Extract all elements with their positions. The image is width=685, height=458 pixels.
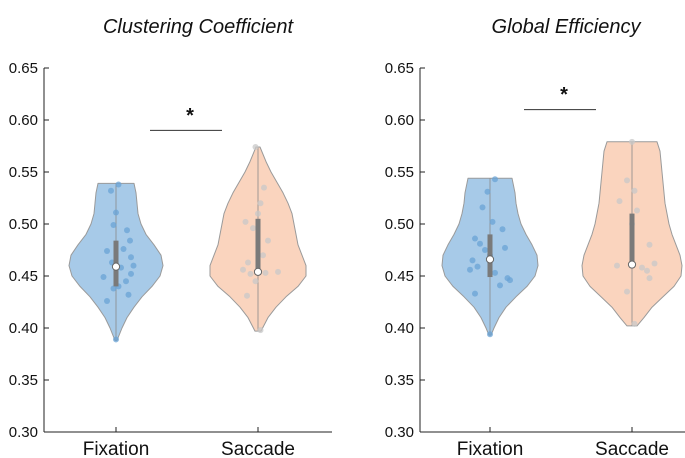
data-point (250, 225, 256, 232)
y-tick-label: 0.65 (385, 60, 414, 77)
data-point (497, 282, 503, 289)
data-point (639, 264, 645, 271)
y-tick-label: 0.30 (385, 424, 414, 441)
data-point (127, 237, 133, 244)
data-point (487, 331, 493, 338)
significance-star: * (186, 105, 194, 127)
x-tick-label: Saccade (595, 439, 669, 458)
data-point (110, 222, 117, 229)
y-tick-label: 0.35 (385, 372, 414, 389)
data-point (104, 297, 110, 304)
data-point (257, 200, 264, 207)
y-tick-label: 0.55 (385, 164, 414, 181)
y-tick-label: 0.50 (385, 216, 414, 233)
data-point (123, 278, 129, 285)
data-point (113, 336, 119, 343)
data-point (624, 177, 630, 184)
data-point (130, 262, 137, 269)
data-point (125, 291, 132, 298)
y-tick-label: 0.40 (9, 320, 38, 337)
iqr-box (629, 213, 635, 266)
data-point (489, 218, 496, 225)
data-point (634, 207, 640, 214)
data-point (502, 244, 508, 251)
significance-star: * (560, 84, 568, 106)
data-point (629, 138, 635, 145)
data-point (492, 269, 498, 276)
data-point (252, 278, 259, 285)
data-point (124, 227, 130, 234)
data-point (467, 266, 473, 273)
data-point (616, 198, 623, 205)
data-point (624, 288, 630, 295)
data-point (469, 257, 476, 264)
data-point (245, 259, 251, 266)
y-tick-label: 0.30 (9, 424, 38, 441)
data-point (631, 187, 638, 194)
data-point (110, 285, 117, 292)
data-point (242, 218, 249, 225)
data-point (100, 274, 107, 281)
data-point (614, 262, 620, 269)
data-point (260, 252, 266, 259)
y-tick-label: 0.45 (385, 268, 414, 285)
data-point (128, 254, 134, 261)
data-point (479, 204, 486, 211)
y-tick-label: 0.55 (9, 164, 38, 181)
y-tick-label: 0.60 (385, 112, 414, 129)
data-point (120, 245, 127, 252)
x-tick-label: Fixation (83, 439, 150, 458)
median-marker (485, 255, 495, 264)
data-point (646, 241, 653, 248)
data-point (108, 187, 114, 194)
data-point (240, 266, 246, 273)
y-tick-label: 0.50 (9, 216, 38, 233)
iqr-box (255, 218, 261, 274)
data-point (113, 209, 119, 216)
y-tick-label: 0.60 (9, 112, 38, 129)
data-point (482, 247, 488, 253)
data-point (474, 263, 481, 270)
data-point (104, 248, 110, 255)
y-tick-label: 0.35 (9, 372, 38, 389)
data-point (651, 260, 658, 267)
data-point (507, 277, 513, 284)
data-point (247, 270, 254, 277)
data-point (261, 184, 267, 191)
data-point (275, 268, 281, 275)
chart-title: Global Efficiency (492, 16, 642, 38)
data-point (492, 176, 498, 183)
data-point (484, 188, 491, 195)
x-tick-label: Fixation (457, 439, 524, 458)
median-marker (253, 267, 263, 276)
data-point (472, 235, 478, 242)
median-marker (627, 260, 637, 269)
data-point (244, 292, 250, 299)
panel-global-efficiency: Global Efficiency * 0.30 0.35 0.40 0.45 0.50… (385, 16, 685, 458)
data-point (128, 270, 134, 277)
data-point (631, 320, 638, 327)
data-point (257, 327, 264, 334)
y-tick-label: 0.65 (9, 60, 38, 77)
median-marker (111, 262, 121, 271)
data-point (646, 275, 653, 282)
data-point (644, 267, 650, 274)
x-tick-label: Saccade (221, 439, 295, 458)
chart-title: Clustering Coefficient (103, 16, 295, 38)
data-point (262, 269, 269, 276)
panel-clustering-coefficient: Clustering Coefficient * 0.30 0.35 0.40 0.4… (9, 16, 332, 458)
data-point (265, 237, 271, 244)
y-tick-label: 0.40 (385, 320, 414, 337)
data-point (252, 144, 259, 151)
data-point (115, 181, 122, 188)
data-point (499, 226, 506, 233)
data-point (255, 210, 261, 217)
y-tick-label: 0.45 (9, 268, 38, 285)
data-point (472, 290, 478, 297)
data-point (477, 240, 483, 247)
